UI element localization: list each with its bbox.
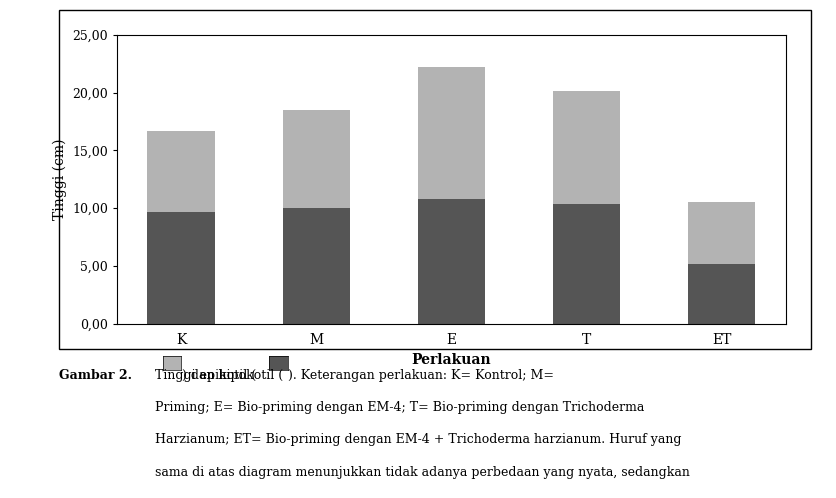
- Y-axis label: Tinggi (cm): Tinggi (cm): [52, 138, 67, 220]
- Text: Harzianum; ET= Bio-priming dengan EM-4 + Trichoderma harzianum. Huruf yang: Harzianum; ET= Bio-priming dengan EM-4 +…: [155, 433, 681, 446]
- Text: Gambar 2.: Gambar 2.: [59, 369, 131, 381]
- Bar: [283, 110, 350, 208]
- Bar: [553, 92, 620, 204]
- Bar: [147, 131, 215, 212]
- Text: Tinggi epikotil (: Tinggi epikotil (: [155, 369, 256, 381]
- Bar: [688, 202, 756, 263]
- Bar: [283, 208, 350, 324]
- Bar: [147, 212, 215, 324]
- Bar: [553, 204, 620, 324]
- Text: Priming; E= Bio-priming dengan EM-4; T= Bio-priming dengan Trichoderma: Priming; E= Bio-priming dengan EM-4; T= …: [155, 401, 644, 414]
- Text: sama di atas diagram menunjukkan tidak adanya perbedaan yang nyata, sedangkan: sama di atas diagram menunjukkan tidak a…: [155, 466, 690, 479]
- Text: ). Keterangan perlakuan: K= Kontrol; M=: ). Keterangan perlakuan: K= Kontrol; M=: [288, 369, 554, 381]
- Bar: [418, 199, 485, 324]
- Text: ) dan hipokotil (: ) dan hipokotil (: [182, 369, 283, 381]
- Bar: [688, 263, 756, 324]
- X-axis label: Perlakuan: Perlakuan: [411, 353, 492, 367]
- Bar: [418, 67, 485, 199]
